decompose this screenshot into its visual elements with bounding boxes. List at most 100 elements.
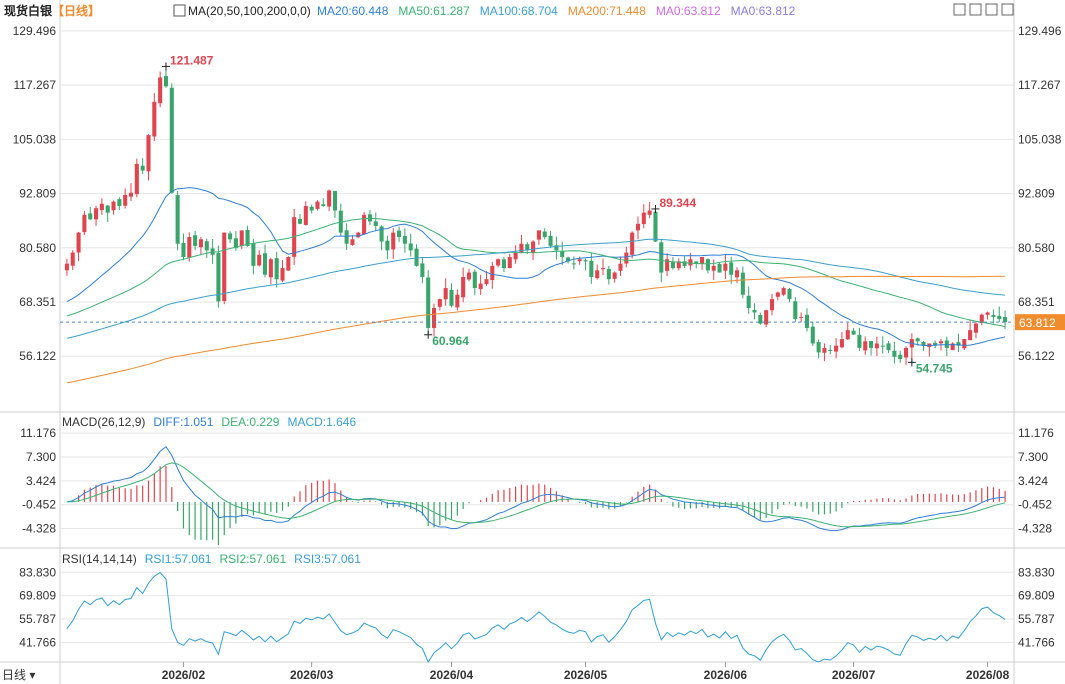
candle-body xyxy=(711,265,716,271)
candle-body xyxy=(169,87,174,193)
price-tick-left: 129.496 xyxy=(13,24,57,38)
candle-body xyxy=(455,294,460,308)
candle-body xyxy=(548,235,553,246)
price-tick-right: 80.580 xyxy=(1018,241,1055,255)
rsi-tick-right: 41.766 xyxy=(1018,635,1055,649)
candle-body xyxy=(228,233,233,240)
ma-value-label: MA0:63.812 xyxy=(731,4,796,18)
candle-body xyxy=(362,214,367,235)
candle-body xyxy=(187,237,192,258)
candle-body xyxy=(880,345,885,347)
annotation-high: 121.487 xyxy=(170,53,214,67)
macd-tick-right: 7.300 xyxy=(1018,450,1048,464)
candle-body xyxy=(402,235,407,244)
candle-body xyxy=(566,257,571,262)
candle-body xyxy=(874,343,879,349)
candle-body xyxy=(76,232,81,253)
candle-body xyxy=(670,261,675,269)
macd-dea-line xyxy=(66,462,1006,528)
candle-body xyxy=(216,252,221,302)
period-select-button[interactable]: 日线 ▾ xyxy=(2,668,35,682)
candle-body xyxy=(915,338,920,342)
candle-body xyxy=(734,270,740,278)
candle-body xyxy=(531,241,536,253)
candle-body xyxy=(618,263,623,271)
candle-body xyxy=(490,265,495,281)
ma-line-ma50 xyxy=(66,217,1006,328)
ma-value-label: MA200:71.448 xyxy=(568,4,646,18)
candle-body xyxy=(921,341,926,346)
candle-body xyxy=(257,254,262,266)
candle-body xyxy=(857,334,862,348)
ma-value-label: MA20:60.448 xyxy=(317,4,389,18)
candle-body xyxy=(641,212,646,225)
candle-body xyxy=(437,299,442,307)
symbol-title: 现货白银 xyxy=(4,3,53,18)
candle-body xyxy=(968,330,973,341)
candle-body xyxy=(431,308,437,328)
candle-body xyxy=(251,243,256,266)
ma-line-ma200 xyxy=(66,275,1006,384)
candle-body xyxy=(612,272,617,279)
candle-body xyxy=(414,248,419,266)
candle-body xyxy=(134,163,139,195)
candle-body xyxy=(105,205,110,213)
candle-body xyxy=(70,252,75,266)
candle-body xyxy=(892,350,897,357)
candle-body xyxy=(64,263,69,271)
candle-body xyxy=(647,210,652,215)
candle-body xyxy=(88,213,93,220)
candle-body xyxy=(391,232,396,250)
candle-body xyxy=(332,190,338,211)
macd-legend-label: DIFF:1.051 xyxy=(153,415,213,429)
rsi-tick-right: 69.809 xyxy=(1018,589,1055,603)
annotation-low: 54.745 xyxy=(916,361,953,375)
close-icon xyxy=(1001,3,1014,16)
candle-body xyxy=(571,263,576,265)
candle-body xyxy=(938,341,944,344)
expand-icon xyxy=(985,3,998,16)
candle-body xyxy=(525,244,530,251)
rsi-legend-label: RSI3:57.061 xyxy=(294,552,361,566)
candle-body xyxy=(676,261,681,269)
rsi-legend-label: RSI2:57.061 xyxy=(219,552,286,566)
candle-body xyxy=(239,230,244,246)
candle-body xyxy=(793,301,798,320)
candle-body xyxy=(193,235,198,246)
price-tick-right: 68.351 xyxy=(1018,295,1055,309)
macd-tick-right: 11.176 xyxy=(1018,426,1054,440)
price-tick-left: 92.809 xyxy=(19,187,56,201)
candle-body xyxy=(845,330,850,340)
candle-body xyxy=(274,258,279,280)
candle-body xyxy=(764,310,769,325)
candle-body xyxy=(321,204,326,207)
rsi-tick-right: 55.787 xyxy=(1018,612,1055,626)
macd-legend-label: MACD(26,12,9) xyxy=(62,415,145,429)
price-tick-right: 129.496 xyxy=(1018,24,1062,38)
candle-body xyxy=(624,252,629,264)
candle-body xyxy=(82,214,87,233)
candle-body xyxy=(740,272,745,295)
rsi-line xyxy=(66,571,1006,664)
candle-body xyxy=(233,238,238,249)
rsi-legend-label: RSI(14,14,14) xyxy=(62,552,137,566)
candle-body xyxy=(222,232,227,302)
candle-body xyxy=(816,341,821,353)
ma-value-label: MA0:63.812 xyxy=(656,4,721,18)
candle-body xyxy=(729,262,734,275)
candle-body xyxy=(181,242,186,258)
candle-body xyxy=(111,201,116,211)
candle-body xyxy=(309,206,314,211)
candle-body xyxy=(577,259,582,262)
candle-body xyxy=(723,263,728,271)
x-tick-label: 2026/02 xyxy=(162,668,206,682)
candle-body xyxy=(781,288,786,295)
candle-body xyxy=(979,314,984,323)
x-tick-label: 2026/04 xyxy=(430,668,474,682)
candle-body xyxy=(198,239,203,248)
macd-tick-left: 3.424 xyxy=(26,474,56,488)
macd-tick-right: 3.424 xyxy=(1018,474,1048,488)
candle-body xyxy=(700,257,705,264)
annotation-high: 89.344 xyxy=(659,196,696,210)
